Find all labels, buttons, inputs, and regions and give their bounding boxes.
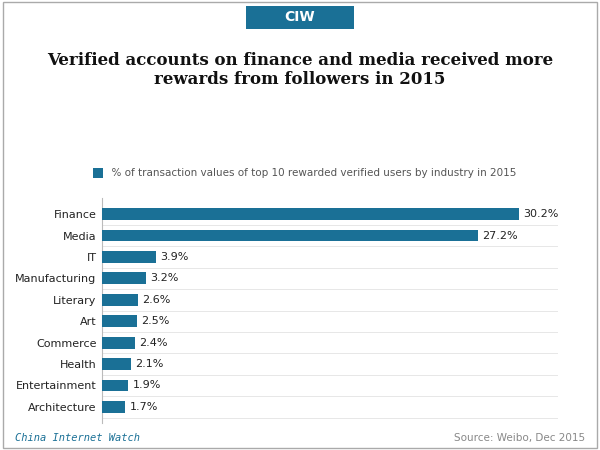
Text: 27.2%: 27.2% bbox=[482, 230, 518, 241]
Text: 30.2%: 30.2% bbox=[523, 209, 559, 219]
Text: Verified accounts on finance and media received more
rewards from followers in 2: Verified accounts on finance and media r… bbox=[47, 52, 553, 88]
Bar bbox=[102, 273, 146, 284]
Text: 3.9%: 3.9% bbox=[160, 252, 188, 262]
Text: 2.1%: 2.1% bbox=[135, 359, 164, 369]
Bar bbox=[102, 337, 135, 348]
Bar bbox=[102, 294, 138, 306]
Text: 1.7%: 1.7% bbox=[130, 402, 158, 412]
Text: CIW: CIW bbox=[284, 10, 316, 24]
Text: 3.2%: 3.2% bbox=[151, 273, 179, 284]
Text: 2.4%: 2.4% bbox=[139, 338, 168, 348]
Bar bbox=[102, 315, 137, 327]
Bar bbox=[102, 358, 131, 370]
Bar bbox=[102, 230, 478, 242]
Bar bbox=[102, 208, 520, 220]
Text: China Internet Watch: China Internet Watch bbox=[15, 433, 140, 443]
Text: % of transaction values of top 10 rewarded verified users by industry in 2015: % of transaction values of top 10 reward… bbox=[105, 168, 517, 178]
Text: 1.9%: 1.9% bbox=[133, 380, 161, 391]
Bar bbox=[102, 401, 125, 413]
Text: 2.6%: 2.6% bbox=[142, 295, 170, 305]
Bar bbox=[102, 251, 156, 263]
Bar bbox=[102, 379, 128, 392]
Text: 2.5%: 2.5% bbox=[140, 316, 169, 326]
Text: Source: Weibo, Dec 2015: Source: Weibo, Dec 2015 bbox=[454, 433, 585, 443]
